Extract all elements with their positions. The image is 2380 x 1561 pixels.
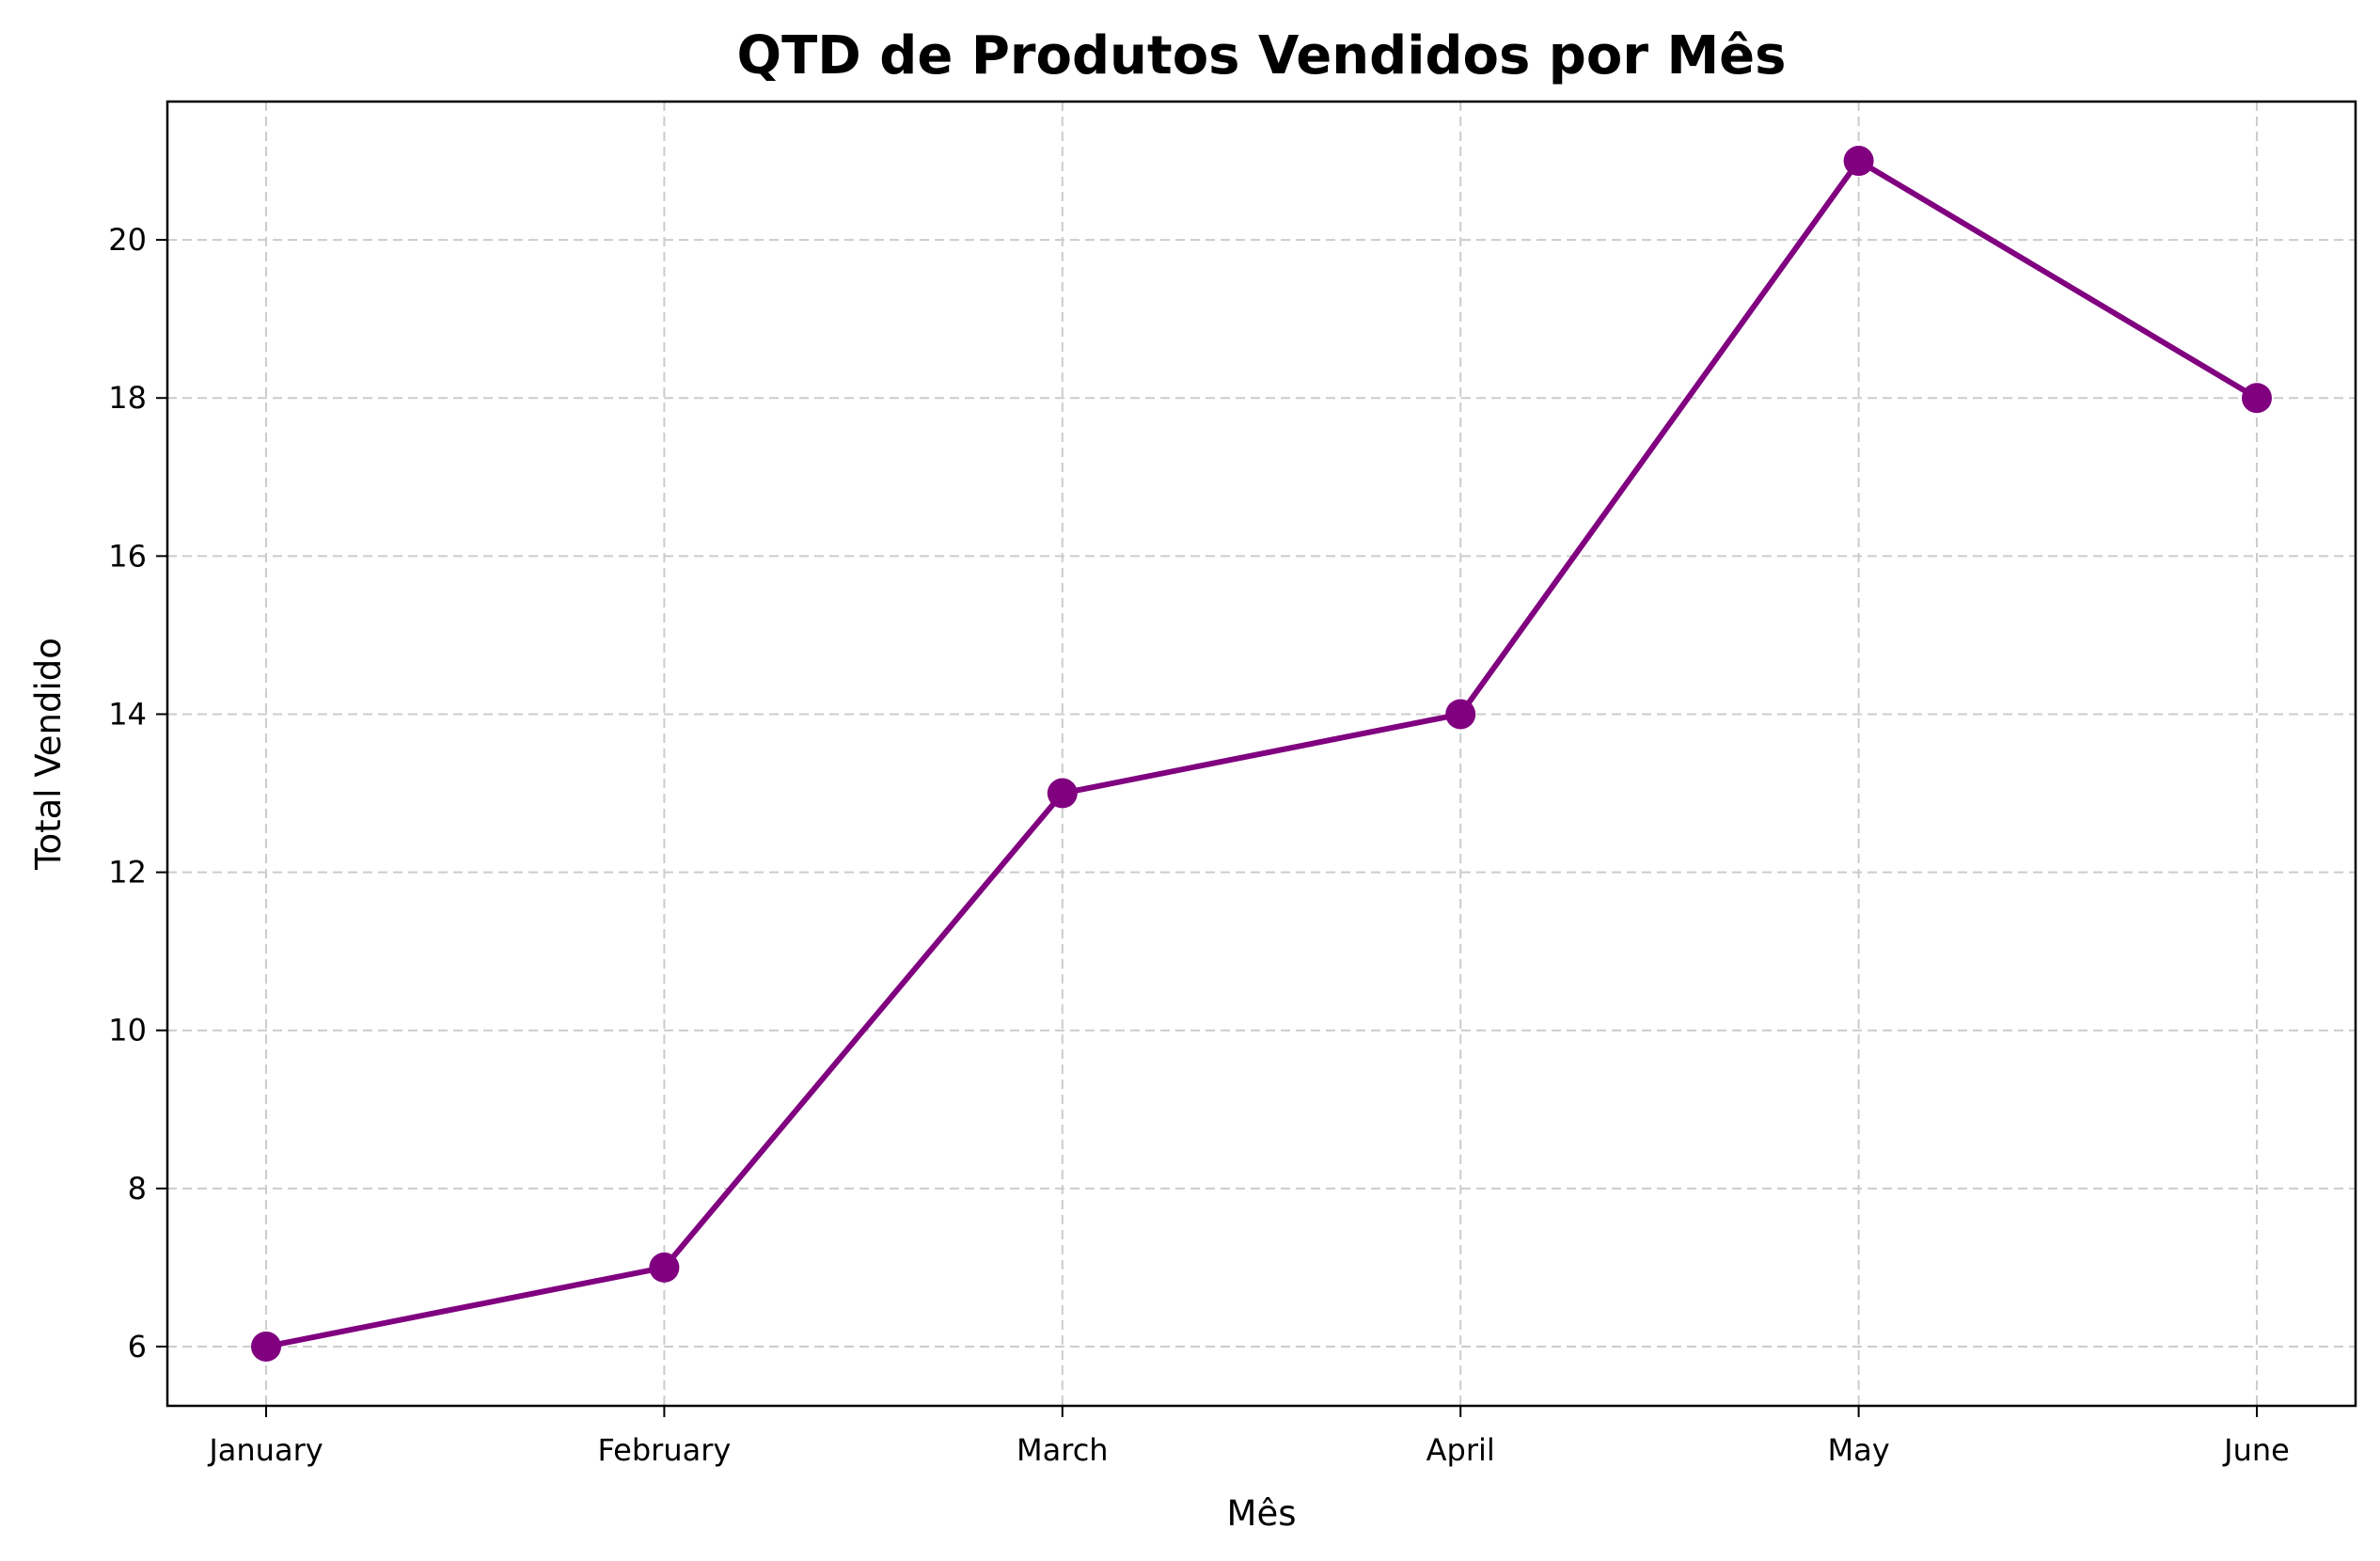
x-axis-label: Mês xyxy=(1227,1493,1297,1534)
x-tick-label: June xyxy=(2222,1432,2290,1468)
plot-frame xyxy=(165,100,2357,1408)
data-point xyxy=(1047,778,1078,809)
y-tick-label: 14 xyxy=(108,696,147,732)
y-axis-label: Total Vendido xyxy=(28,638,69,871)
y-tick-label: 18 xyxy=(108,380,147,416)
y-tick-label: 12 xyxy=(108,855,147,891)
series-line xyxy=(265,158,2259,1349)
y-tick-label: 16 xyxy=(108,538,147,574)
data-point xyxy=(2242,383,2272,414)
y-tick-label: 6 xyxy=(128,1329,147,1364)
chart-title: QTD de Produtos Vendidos por Mês xyxy=(736,25,1786,87)
data-point xyxy=(251,1331,281,1362)
data-point xyxy=(1445,699,1476,730)
x-tick-label: March xyxy=(1017,1432,1109,1468)
x-tick-label: February xyxy=(598,1432,732,1468)
x-tick-label: April xyxy=(1426,1432,1495,1468)
x-tick-label: January xyxy=(207,1432,323,1468)
x-tick-label: May xyxy=(1828,1432,1890,1468)
y-tick-label: 20 xyxy=(108,222,147,258)
axis-ticks: January February March April May June 6 8 10 12 14… xyxy=(108,222,2290,1468)
grid-lines xyxy=(167,102,2356,1406)
y-tick-label: 8 xyxy=(128,1171,147,1206)
y-tick-label: 10 xyxy=(108,1013,147,1049)
data-point xyxy=(1843,146,1874,177)
data-series xyxy=(251,146,2272,1362)
data-point xyxy=(649,1252,680,1283)
